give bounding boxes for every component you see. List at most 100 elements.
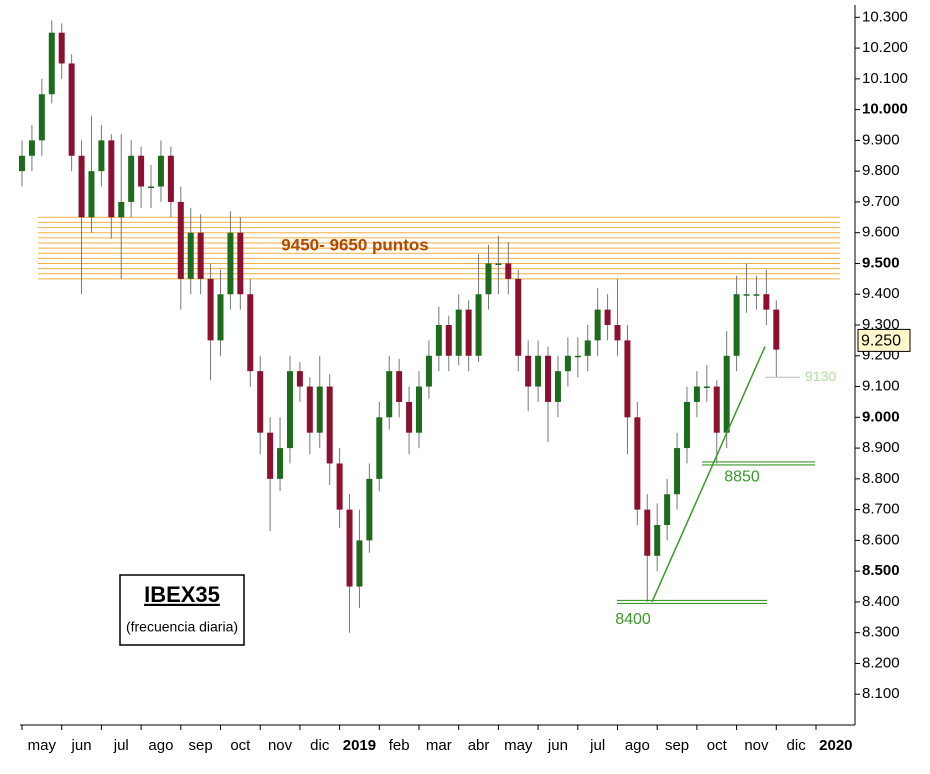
x-tick-label: ago: [625, 737, 650, 754]
candle-body: [306, 386, 313, 433]
candle-body: [197, 232, 204, 279]
candle-body: [644, 509, 651, 556]
candle-body: [753, 294, 760, 296]
candle-body: [634, 417, 641, 510]
x-tick-label: may: [504, 737, 533, 754]
x-tick-label: jul: [589, 737, 605, 754]
candle-body: [316, 386, 323, 433]
candle-body: [326, 386, 333, 464]
y-tick-label: 8.600: [862, 531, 900, 548]
candle-body: [554, 371, 561, 402]
x-tick-label: nov: [268, 737, 293, 754]
x-tick-label: jul: [113, 737, 129, 754]
candle-body: [505, 263, 512, 279]
candle-body: [207, 278, 214, 341]
x-tick-label: oct: [230, 737, 251, 754]
candle-body: [88, 171, 95, 218]
candle-body: [574, 355, 581, 358]
x-tick-label: jun: [71, 737, 92, 754]
y-tick-label: 8.200: [862, 654, 900, 671]
candle-body: [683, 401, 690, 449]
x-tick-label: dic: [787, 737, 807, 754]
candle-body: [167, 155, 174, 202]
candle-body: [406, 401, 413, 433]
y-tick-label: 9.300: [862, 316, 900, 333]
candle-body: [356, 540, 363, 587]
candle-body: [346, 509, 353, 587]
candle-body: [535, 355, 542, 387]
candle-body: [664, 494, 671, 525]
candle-body: [366, 478, 373, 541]
x-tick-label: dic: [310, 737, 330, 754]
candle-body: [733, 294, 740, 356]
y-tick-label: 8.900: [862, 439, 900, 456]
candle-body: [584, 340, 591, 356]
y-tick-label: 9.100: [862, 378, 900, 395]
candle-body: [386, 371, 393, 418]
candle-body: [564, 355, 571, 372]
x-tick-label: mar: [426, 737, 452, 754]
candle-body: [425, 355, 432, 387]
candle-body: [703, 386, 710, 389]
x-tick-label: abr: [468, 737, 490, 754]
candle-body: [376, 417, 383, 479]
x-tick-label: 2020: [819, 737, 852, 754]
trendline: [651, 346, 766, 603]
y-tick-label: 8.400: [862, 593, 900, 610]
candle-body: [416, 386, 422, 433]
candle-body: [545, 355, 552, 402]
candle-body: [743, 294, 750, 296]
candle-body: [267, 432, 274, 479]
y-tick-label: 8.700: [862, 501, 900, 518]
candle-body: [108, 140, 115, 218]
y-tick-label: 9.900: [862, 131, 900, 148]
candle-body: [455, 309, 462, 356]
candle-body: [148, 186, 155, 189]
y-tick-label: 9.400: [862, 285, 900, 302]
last-price-box: [857, 328, 911, 352]
last-price-label: 9.250: [861, 333, 901, 350]
candle-body: [98, 140, 105, 172]
chart-subtitle: (frecuencia diaria): [126, 619, 238, 635]
candle-body: [28, 140, 35, 156]
candle-body: [277, 448, 284, 479]
candle-body: [19, 155, 25, 172]
marker-label: 9130: [805, 368, 836, 384]
y-tick-label: 8.300: [862, 624, 900, 641]
x-tick-label: feb: [389, 737, 410, 754]
y-tick-label: 9.500: [862, 254, 900, 271]
candle-body: [515, 278, 522, 356]
y-tick-label: 8.500: [862, 562, 900, 579]
y-tick-label: 10.200: [862, 39, 908, 56]
candle-body: [495, 263, 502, 265]
y-tick-label: 9.800: [862, 162, 900, 179]
candle-body: [177, 201, 184, 279]
candle-body: [118, 201, 125, 218]
candle-body: [624, 340, 631, 418]
y-tick-label: 10.300: [862, 8, 908, 25]
y-tick-label: 9.600: [862, 224, 900, 241]
x-tick-label: nov: [744, 737, 769, 754]
y-tick-label: 10.000: [862, 101, 908, 118]
x-tick-label: ago: [148, 737, 173, 754]
candle-body: [465, 309, 472, 356]
candle-body: [485, 263, 492, 295]
x-tick-label: sep: [665, 737, 689, 754]
candle-body: [594, 309, 601, 341]
candle-body: [296, 371, 303, 387]
x-tick-label: 2019: [343, 737, 376, 754]
candle-body: [336, 463, 343, 510]
candle-body: [475, 294, 482, 356]
y-tick-label: 10.100: [862, 70, 908, 87]
candle-body: [693, 386, 700, 402]
candle-body: [713, 386, 720, 433]
x-tick-label: oct: [707, 737, 728, 754]
candle-body: [138, 155, 145, 187]
support-label: 8400: [615, 611, 651, 628]
candle-body: [48, 32, 55, 95]
x-tick-label: jun: [547, 737, 568, 754]
band-label: 9450- 9650 puntos: [281, 236, 428, 255]
candle-body: [435, 325, 442, 356]
candle-body: [604, 309, 611, 325]
